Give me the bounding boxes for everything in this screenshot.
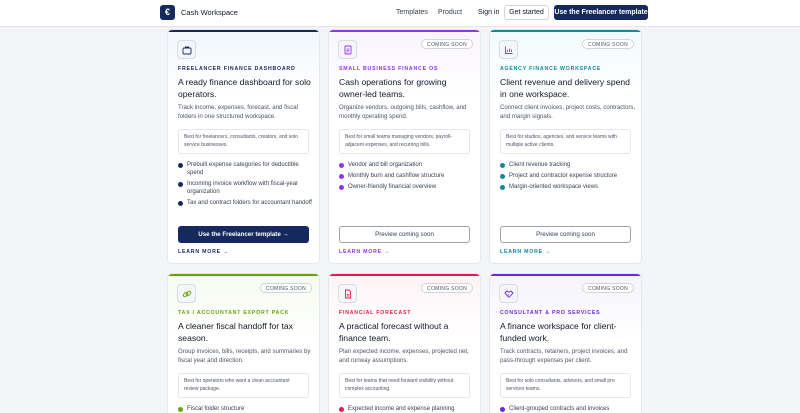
card-title: Cash operations for growing owner-led te…: [339, 77, 447, 99]
template-card-freelancer: FREELANCER FINANCE DASHBOARD A ready fin…: [167, 29, 320, 264]
feature-item: Vendor and bill organization: [339, 161, 473, 169]
bullet-icon: [339, 407, 344, 412]
link-icon: [177, 284, 196, 303]
feature-item: Monthly burn and cashflow structure: [339, 172, 473, 180]
preview-coming-soon-button[interactable]: Preview coming soon: [339, 226, 470, 243]
card-accent-bar: [490, 274, 641, 276]
feature-item: Client-grouped contracts and invoices: [500, 405, 634, 413]
bar-chart-icon: [499, 40, 518, 59]
card-description: Track income, expenses, forecast, and fi…: [178, 104, 299, 120]
feature-list: Client-grouped contracts and invoices: [500, 405, 634, 413]
feature-item: Margin-oriented workspace views: [500, 183, 634, 191]
bullet-icon: [178, 407, 183, 412]
feature-item: Client revenue tracking: [500, 161, 634, 169]
bullet-icon: [178, 163, 183, 168]
sign-in-link[interactable]: Sign in: [478, 9, 500, 16]
feature-item: Expected income and expense planning: [339, 405, 473, 413]
card-description: Connect client invoices, project costs, …: [500, 104, 636, 120]
nav-templates[interactable]: Templates: [396, 9, 428, 16]
file-icon: [338, 284, 357, 303]
feature-item: Incoming invoice workflow with fiscal-ye…: [178, 180, 312, 196]
template-card-small-business: COMING SOON SMALL BUSINESS FINANCE OS Ca…: [328, 29, 481, 264]
card-kicker: CONSULTANT & PRO SERVICES: [500, 310, 601, 316]
nav-product[interactable]: Product: [438, 9, 463, 16]
card-accent-bar: [490, 30, 641, 32]
get-started-button[interactable]: Get started: [504, 5, 549, 20]
feature-item: Prebuilt expense categories for deductib…: [178, 161, 312, 177]
feature-list: Client revenue tracking Project and cont…: [500, 161, 634, 194]
template-card-agency: COMING SOON AGENCY FINANCE WORKSPACE Cli…: [489, 29, 642, 264]
card-description: Organize vendors, outgoing bills, cashfl…: [339, 104, 467, 120]
card-title: A ready finance dashboard for solo opera…: [178, 77, 311, 99]
bullet-icon: [500, 185, 505, 190]
learn-more-link[interactable]: LEARN MORE →: [339, 249, 391, 255]
preview-coming-soon-button[interactable]: Preview coming soon: [500, 226, 631, 243]
template-card-consultant: COMING SOON CONSULTANT & PRO SERVICES A …: [489, 273, 642, 413]
coming-soon-badge: COMING SOON: [260, 283, 312, 293]
card-kicker: FINANCIAL FORECAST: [339, 310, 412, 316]
coming-soon-badge: COMING SOON: [582, 39, 634, 49]
document-icon: [338, 40, 357, 59]
card-title: A finance workspace for client-funded wo…: [500, 321, 617, 343]
template-card-tax-export: COMING SOON TAX / ACCOUNTANT EXPORT PACK…: [167, 273, 320, 413]
coming-soon-badge: COMING SOON: [582, 283, 634, 293]
feature-item: Project and contractor expense structure: [500, 172, 634, 180]
card-description: Group invoices, bills, receipts, and sum…: [178, 348, 311, 364]
bullet-icon: [500, 163, 505, 168]
coming-soon-badge: COMING SOON: [421, 39, 473, 49]
best-for-box: Best for freelancers, consultants, creat…: [178, 129, 309, 154]
card-kicker: FREELANCER FINANCE DASHBOARD: [178, 66, 296, 72]
bullet-icon: [339, 174, 344, 179]
feature-list: Fiscal folder structure: [178, 405, 312, 413]
feature-list: Expected income and expense planning: [339, 405, 473, 413]
card-accent-bar: [168, 30, 319, 32]
feature-item: Fiscal folder structure: [178, 405, 312, 413]
coming-soon-badge: COMING SOON: [421, 283, 473, 293]
best-for-box: Best for operators who want a clean acco…: [178, 373, 309, 398]
bullet-icon: [178, 182, 183, 187]
card-kicker: SMALL BUSINESS FINANCE OS: [339, 66, 439, 72]
use-freelancer-template-button[interactable]: Use the Freelancer template: [554, 5, 648, 20]
template-card-forecast: COMING SOON FINANCIAL FORECAST A practic…: [328, 273, 481, 413]
use-template-button[interactable]: Use the Freelancer template →: [178, 226, 309, 243]
card-title: A cleaner fiscal handoff for tax season.: [178, 321, 293, 343]
feature-list: Prebuilt expense categories for deductib…: [178, 161, 312, 210]
logo[interactable]: €: [160, 5, 175, 20]
best-for-box: Best for studios, agencies, and service …: [500, 129, 631, 154]
briefcase-icon: [177, 40, 196, 59]
best-for-box: Best for teams that need forward visibil…: [339, 373, 470, 398]
card-title: A practical forecast without a finance t…: [339, 321, 449, 343]
card-kicker: AGENCY FINANCE WORKSPACE: [500, 66, 602, 72]
card-accent-bar: [329, 30, 480, 32]
learn-more-link[interactable]: LEARN MORE →: [500, 249, 552, 255]
top-navbar: € Cash Workspace Templates Product Sign …: [0, 0, 800, 27]
card-accent-bar: [168, 274, 319, 276]
feature-item: Owner-friendly financial overview: [339, 183, 473, 191]
card-description: Plan expected income, expenses, projecte…: [339, 348, 469, 364]
bullet-icon: [500, 174, 505, 179]
brand-name[interactable]: Cash Workspace: [181, 8, 238, 17]
card-kicker: TAX / ACCOUNTANT EXPORT PACK: [178, 310, 290, 316]
feature-item: Tax and contract folders for accountant …: [178, 199, 312, 207]
bullet-icon: [500, 407, 505, 412]
handshake-icon: [499, 284, 518, 303]
bullet-icon: [339, 185, 344, 190]
feature-list: Vendor and bill organization Monthly bur…: [339, 161, 473, 194]
learn-more-link[interactable]: LEARN MORE →: [178, 249, 230, 255]
card-accent-bar: [329, 274, 480, 276]
best-for-box: Best for solo consultants, advisors, and…: [500, 373, 631, 398]
best-for-box: Best for small teams managing vendors, p…: [339, 129, 470, 154]
bullet-icon: [178, 201, 183, 206]
card-description: Track contracts, retainers, project invo…: [500, 348, 628, 364]
card-title: Client revenue and delivery spend in one…: [500, 77, 630, 99]
bullet-icon: [339, 163, 344, 168]
